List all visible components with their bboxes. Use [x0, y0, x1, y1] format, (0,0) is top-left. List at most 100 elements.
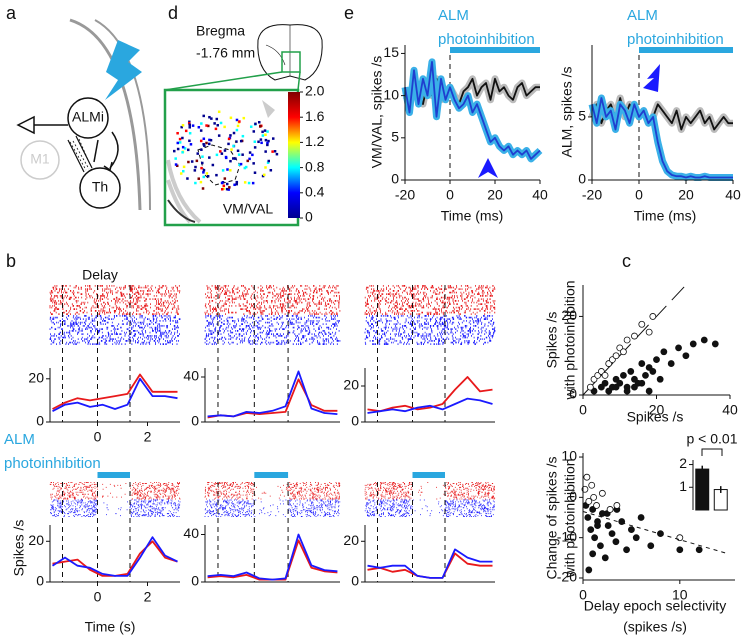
annotation: p < 0.01	[687, 431, 738, 447]
point	[653, 356, 660, 364]
unit-dot	[184, 129, 188, 133]
point	[660, 348, 668, 356]
y-axis-label: Spikes /s	[544, 312, 560, 369]
raster	[204, 285, 341, 315]
unit-dot	[257, 140, 260, 144]
unit-dot	[252, 162, 255, 165]
point	[689, 340, 697, 348]
unit-dot	[203, 144, 206, 147]
point	[589, 550, 597, 558]
unit-dot	[260, 141, 263, 145]
point	[604, 522, 612, 529]
unit-dot	[271, 137, 275, 140]
y-tick-label: 2	[679, 455, 687, 471]
line	[207, 370, 338, 418]
raster	[49, 315, 181, 345]
y-tick-label: 1	[679, 478, 687, 494]
y-tick-label: 5	[578, 108, 586, 124]
unit-dot	[195, 159, 199, 163]
unit-dot	[215, 117, 219, 121]
unit-dot	[223, 125, 226, 129]
unit-dot	[199, 129, 203, 132]
unit-dot	[183, 147, 187, 150]
unit-dot	[181, 124, 185, 127]
point	[594, 522, 601, 529]
unit-dot	[264, 138, 268, 142]
point	[593, 502, 600, 509]
y-tick-label: 0	[569, 488, 577, 504]
unit-dot	[179, 172, 183, 175]
unit-dot	[200, 148, 203, 151]
unit-dot	[210, 117, 213, 120]
unit-dot	[215, 153, 219, 157]
y-tick-label: 20	[28, 532, 44, 548]
point	[695, 546, 703, 554]
point	[606, 506, 614, 513]
unit-dot	[189, 143, 193, 146]
unit-dot	[217, 134, 221, 137]
unit-dot	[176, 147, 180, 151]
panel-label: d	[168, 3, 178, 23]
raster	[364, 315, 496, 345]
unit-dot	[266, 143, 269, 147]
point	[601, 371, 609, 379]
unit-dot	[180, 125, 183, 129]
point	[605, 387, 613, 395]
unit-dot	[187, 160, 190, 164]
point	[711, 340, 719, 348]
node-label: ALMi	[72, 109, 104, 125]
x-tick-label: 20	[649, 402, 665, 418]
unit-dot	[188, 126, 191, 129]
unit-dot	[181, 169, 185, 173]
unit-dot	[217, 110, 221, 114]
unit-dot	[235, 118, 239, 122]
unit-dot	[229, 169, 232, 172]
unit-dot	[241, 153, 244, 156]
circuit-diagram: ALMi M1 Th	[16, 18, 151, 211]
colorbar-tick-label: 0.4	[305, 184, 325, 200]
point	[601, 379, 609, 387]
point	[612, 352, 620, 360]
x-tick-label: 40	[532, 187, 548, 203]
x-tick-label: 0	[94, 429, 102, 445]
x-tick-label: 40	[722, 402, 738, 418]
y-tick-label: 0	[351, 573, 359, 589]
y-tick-label: -20	[557, 569, 577, 585]
unit-dot	[229, 159, 232, 163]
unit-dot	[181, 151, 184, 154]
point	[587, 526, 595, 534]
bar	[695, 468, 710, 511]
point	[601, 554, 609, 562]
point	[647, 542, 655, 550]
raster	[204, 482, 341, 500]
line	[207, 378, 338, 419]
node-label: M1	[30, 151, 50, 167]
bregma-label: Bregma	[196, 23, 245, 39]
photoinhibition-bar	[412, 472, 445, 478]
panel-label: e	[344, 3, 354, 23]
point	[700, 336, 708, 344]
point	[620, 371, 627, 379]
unit-dot	[188, 120, 191, 124]
unit-dot	[197, 125, 201, 129]
unit-dot	[264, 166, 267, 169]
annotation: photoinhibition	[438, 31, 535, 48]
annotation: photoinhibition	[4, 455, 101, 472]
point	[589, 506, 597, 513]
unit-dot	[174, 157, 177, 160]
unit-dot	[266, 141, 269, 145]
point	[638, 320, 646, 328]
point	[608, 530, 616, 538]
unit-dot	[208, 115, 211, 119]
point	[585, 497, 593, 505]
point	[676, 534, 684, 542]
unit-dot	[232, 157, 235, 160]
line	[367, 548, 493, 579]
unit-dot	[174, 163, 178, 166]
unit-dot	[238, 163, 241, 167]
point	[631, 332, 638, 340]
unit-dot	[205, 124, 208, 127]
raster	[364, 482, 496, 500]
unit-dot	[202, 137, 206, 140]
unit-dot	[235, 180, 239, 184]
